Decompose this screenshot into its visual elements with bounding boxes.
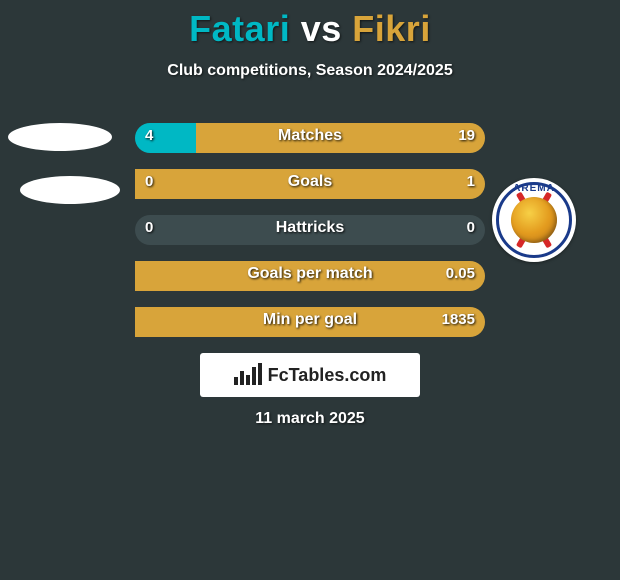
stat-label: Min per goal (110, 311, 510, 329)
player-oval (8, 123, 112, 151)
stat-row: 0.05Goals per match (110, 256, 510, 292)
title-left: Fatari (189, 8, 290, 49)
subtitle: Club competitions, Season 2024/2025 (0, 62, 620, 80)
stat-label: Goals per match (110, 265, 510, 283)
player-oval (20, 176, 120, 204)
stat-label: Goals (110, 173, 510, 191)
stat-row: 01Goals (110, 164, 510, 200)
fctables-watermark: FcTables.com (200, 353, 420, 397)
bar-chart-icon (234, 365, 262, 385)
stat-row: 1835Min per goal (110, 302, 510, 338)
page-title: Fatari vs Fikri (0, 0, 620, 50)
stat-row: 00Hattricks (110, 210, 510, 246)
badge-center (511, 197, 557, 243)
stat-label: Matches (110, 127, 510, 145)
fctables-label: FcTables.com (268, 365, 387, 386)
title-right: Fikri (352, 8, 431, 49)
stat-row: 419Matches (110, 118, 510, 154)
comparison-chart: 419Matches 01Goals 00Hattricks 0.05Goals pe… (110, 118, 510, 348)
title-vs: vs (301, 8, 342, 49)
stat-label: Hattricks (110, 219, 510, 237)
date-label: 11 march 2025 (0, 410, 620, 428)
